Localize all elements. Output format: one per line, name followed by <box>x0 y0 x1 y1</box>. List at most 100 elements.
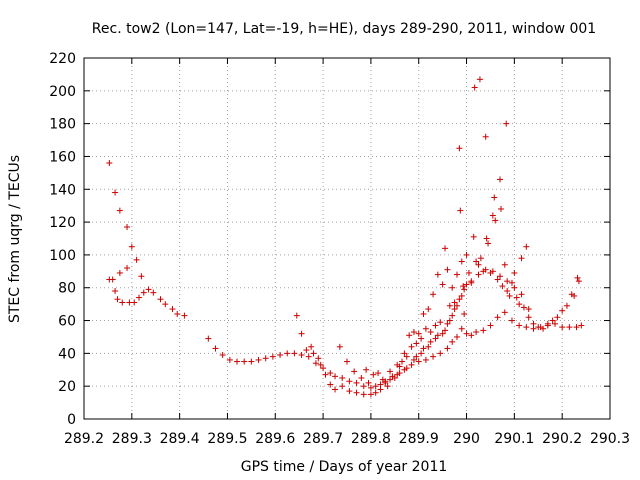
data-point <box>384 383 391 390</box>
data-point <box>336 343 343 350</box>
data-point <box>453 333 460 340</box>
data-point <box>363 366 370 373</box>
data-point <box>465 269 472 276</box>
data-point <box>241 358 248 365</box>
data-point <box>226 356 233 363</box>
data-point <box>403 365 410 372</box>
data-point <box>315 355 322 362</box>
data-point <box>332 373 339 380</box>
data-point <box>150 289 157 296</box>
data-point <box>277 352 284 359</box>
data-point <box>128 243 135 250</box>
data-point <box>468 278 475 285</box>
data-point <box>442 327 449 334</box>
data-point <box>212 345 219 352</box>
data-point <box>487 322 494 329</box>
data-point <box>112 288 119 295</box>
y-tick-label: 80 <box>58 281 76 297</box>
data-point <box>525 314 532 321</box>
data-point <box>298 352 305 359</box>
data-point <box>475 271 482 278</box>
data-point <box>506 292 513 299</box>
data-point <box>574 274 581 281</box>
data-point <box>571 292 578 299</box>
data-point <box>174 310 181 317</box>
data-point <box>451 306 458 313</box>
data-point <box>434 271 441 278</box>
data-point <box>360 383 367 390</box>
data-point <box>485 240 492 247</box>
data-point <box>291 350 298 357</box>
data-point <box>444 320 451 327</box>
data-point <box>453 302 460 309</box>
data-point <box>475 261 482 268</box>
y-axis-label: STEC from uqrg / TECUs <box>7 155 23 323</box>
y-tick-label: 40 <box>58 346 76 362</box>
data-point <box>339 374 346 381</box>
data-point <box>449 284 456 291</box>
data-point <box>234 358 241 365</box>
data-point <box>503 120 510 127</box>
data-point <box>396 363 403 370</box>
data-point <box>501 261 508 268</box>
data-point <box>554 314 561 321</box>
data-point <box>114 296 121 303</box>
data-point <box>124 224 131 231</box>
data-point <box>566 324 573 331</box>
data-point <box>135 294 142 301</box>
data-point <box>415 358 422 365</box>
data-point <box>497 176 504 183</box>
data-point <box>460 283 467 290</box>
x-tick-label: 289.8 <box>351 431 391 447</box>
data-point <box>353 389 360 396</box>
y-tick-label: 140 <box>49 182 76 198</box>
data-point <box>511 269 518 276</box>
data-point <box>415 330 422 337</box>
data-points <box>106 76 585 398</box>
data-point <box>504 288 511 295</box>
data-point <box>351 368 358 375</box>
data-point <box>365 379 372 386</box>
data-point <box>578 322 585 329</box>
data-point <box>513 294 520 301</box>
data-point <box>494 276 501 283</box>
data-point <box>391 374 398 381</box>
data-point <box>298 330 305 337</box>
data-point <box>458 258 465 265</box>
data-point <box>382 378 389 385</box>
data-point <box>219 352 226 359</box>
data-point <box>367 384 374 391</box>
x-tick-label: 289.3 <box>112 431 152 447</box>
data-point <box>446 317 453 324</box>
data-point <box>418 335 425 342</box>
data-point <box>504 278 511 285</box>
data-point <box>116 269 123 276</box>
data-point <box>458 325 465 332</box>
data-point <box>327 381 334 388</box>
data-point <box>473 258 480 265</box>
y-tick-label: 0 <box>67 412 76 428</box>
data-point <box>501 309 508 316</box>
data-point <box>480 327 487 334</box>
data-point <box>425 343 432 350</box>
data-point <box>119 299 126 306</box>
data-point <box>516 322 523 329</box>
data-point <box>344 358 350 365</box>
data-point <box>408 343 415 350</box>
data-point <box>109 276 116 283</box>
data-point <box>473 329 480 336</box>
data-point <box>372 389 379 396</box>
data-point <box>482 133 489 140</box>
data-point <box>432 322 439 329</box>
data-point <box>432 335 439 342</box>
data-point <box>489 268 496 275</box>
data-point <box>461 286 468 293</box>
data-point <box>458 292 465 299</box>
data-point <box>446 302 453 309</box>
data-point <box>444 266 451 273</box>
data-point <box>317 361 324 368</box>
x-tick-label: 289.4 <box>160 431 200 447</box>
data-point <box>508 317 515 324</box>
x-axis: 289.2 289.3 289.4 289.5 289.6 289.7 289.8 289.9… <box>64 58 630 447</box>
data-point <box>308 343 315 350</box>
